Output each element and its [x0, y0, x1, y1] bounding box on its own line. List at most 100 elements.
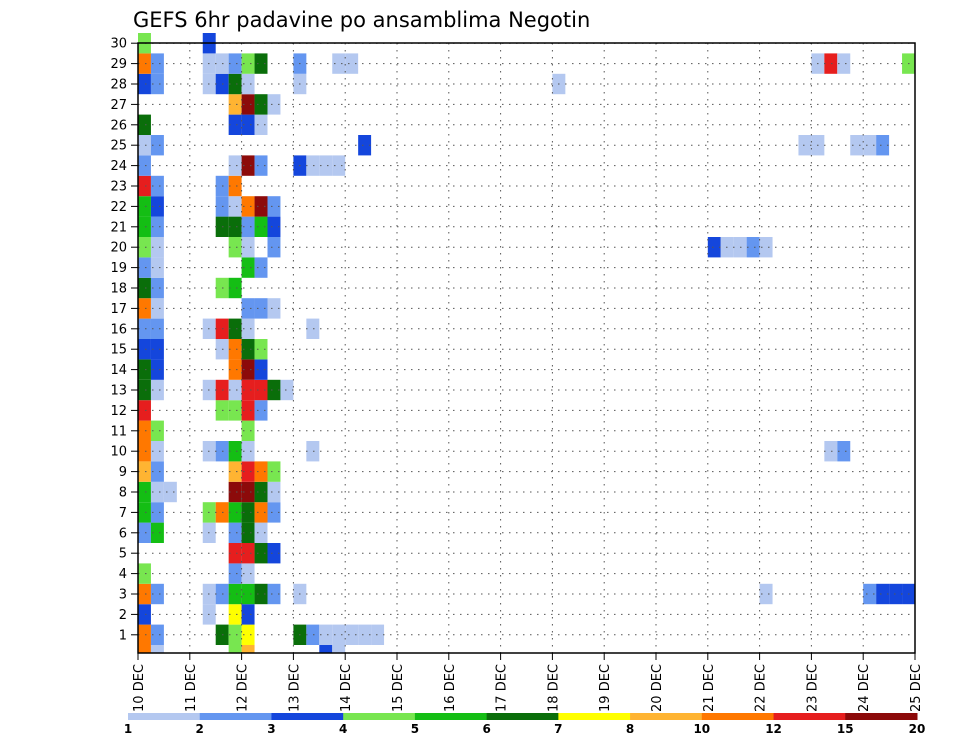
heatmap-cell: [228, 563, 242, 584]
colorbar-label: 2: [196, 722, 204, 736]
heatmap-cell: [876, 135, 890, 156]
heatmap-cell: [138, 522, 151, 543]
heatmap-cell: [267, 379, 281, 401]
heatmap-cell: [254, 461, 268, 482]
heatmap-cell: [254, 400, 268, 421]
y-tick-label: 5: [119, 547, 127, 562]
heatmap-cell: [254, 481, 268, 503]
heatmap-cell: [345, 624, 359, 645]
heatmap-cell: [138, 624, 151, 645]
heatmap-cell: [267, 196, 281, 217]
heatmap-cell: [241, 155, 255, 176]
heatmap-cell: [241, 502, 255, 523]
heatmap-cell: [241, 563, 255, 584]
heatmap-cell: [241, 624, 255, 645]
heatmap-cell: [850, 135, 864, 156]
heatmap-cell: [746, 237, 760, 258]
heatmap-cell: [267, 298, 281, 319]
heatmap-cell: [150, 481, 164, 503]
colorbar-swatch: [630, 713, 703, 720]
heatmap-cell: [150, 298, 164, 319]
heatmap-cell: [138, 298, 151, 319]
heatmap-cell: [228, 583, 242, 605]
y-tick-label: 1: [119, 628, 127, 643]
heatmap-cell: [150, 522, 164, 543]
heatmap-cell: [228, 645, 242, 653]
heatmap-cell: [150, 237, 164, 258]
colorbar-label: 1: [124, 722, 132, 736]
heatmap-cell: [267, 502, 281, 523]
x-tick-label: 10 DEC: [132, 664, 147, 712]
heatmap-cell: [254, 339, 268, 360]
heatmap-cell: [138, 420, 151, 441]
heatmap-cell: [150, 624, 164, 645]
heatmap-cell: [332, 624, 346, 645]
heatmap-cell: [345, 53, 359, 74]
heatmap-cell: [138, 73, 151, 95]
x-tick-label: 23 DEC: [805, 664, 820, 712]
heatmap-cell: [332, 645, 346, 653]
heatmap-cell: [228, 196, 242, 217]
plot-frame: [137, 42, 916, 654]
heatmap-cell: [759, 583, 773, 605]
heatmap-cell: [228, 379, 242, 401]
heatmap-cell: [138, 339, 151, 360]
colorbar-label: 15: [837, 722, 854, 736]
heatmap-cell: [228, 461, 242, 482]
heatmap-cell: [138, 563, 151, 584]
heatmap-cell: [280, 379, 294, 401]
y-tick-label: 20: [110, 241, 127, 256]
heatmap-cell: [138, 461, 151, 482]
colorbar-label: 7: [554, 722, 562, 736]
y-tick-label: 27: [110, 98, 127, 113]
heatmap-cell: [267, 94, 281, 115]
heatmap-cell: [241, 359, 255, 380]
heatmap-cell: [228, 359, 242, 380]
y-tick-label: 2: [119, 608, 127, 623]
x-tick-label: 18 DEC: [546, 664, 561, 712]
y-tick-label: 7: [119, 506, 127, 521]
heatmap-cell: [241, 318, 255, 339]
heatmap-cell: [319, 155, 333, 176]
heatmap-cell: [150, 583, 164, 605]
heatmap-cell: [319, 645, 333, 653]
heatmap-cell: [863, 583, 877, 605]
heatmap-cell: [254, 298, 268, 319]
heatmap-cell: [863, 135, 877, 156]
heatmap-cells: [138, 33, 915, 653]
x-tick-label: 20 DEC: [650, 664, 665, 712]
heatmap-cell: [254, 53, 268, 74]
y-tick-label: 19: [110, 261, 127, 276]
heatmap-cell: [267, 237, 281, 258]
heatmap-cell: [150, 318, 164, 339]
y-tick-label: 15: [110, 343, 127, 358]
colorbar: 1 2 3 4 5 6 7 8 10 12 15 20: [124, 713, 925, 736]
heatmap-cell: [837, 53, 851, 74]
heatmap-cell: [150, 216, 164, 237]
heatmap-cell: [150, 379, 164, 401]
y-tick-label: 6: [119, 526, 127, 541]
heatmap-cell: [138, 175, 151, 197]
colorbar-swatch: [773, 713, 846, 720]
heatmap-cell: [228, 237, 242, 258]
heatmap-cell: [267, 481, 281, 503]
y-tick-label: 9: [119, 465, 127, 480]
y-tick-label: 10: [110, 445, 127, 460]
heatmap-cell: [138, 277, 151, 299]
heatmap-cell: [241, 257, 255, 278]
heatmap-cell: [267, 461, 281, 482]
heatmap-cell: [228, 481, 242, 503]
heatmap-cell: [707, 237, 721, 258]
heatmap-cell: [241, 645, 255, 653]
heatmap-cell: [228, 522, 242, 543]
colorbar-swatch: [128, 713, 201, 720]
heatmap-cell: [150, 359, 164, 380]
heatmap-cell: [228, 339, 242, 360]
heatmap-cell: [150, 196, 164, 217]
colorbar-label: 4: [339, 722, 347, 736]
heatmap-cell: [241, 114, 255, 135]
heatmap-cell: [138, 379, 151, 401]
heatmap-cell: [138, 53, 151, 74]
heatmap-cell: [228, 53, 242, 74]
heatmap-cell: [150, 645, 164, 653]
